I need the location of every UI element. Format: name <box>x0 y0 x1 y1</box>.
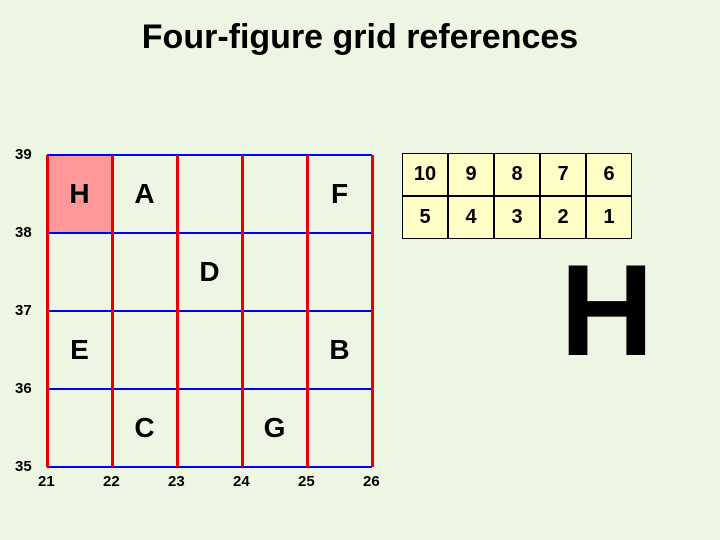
x-axis-label: 25 <box>298 473 315 490</box>
matrix-cell: 7 <box>540 153 586 196</box>
grid-horizontal-line <box>47 466 372 468</box>
grid-cell-letter: B <box>307 311 372 389</box>
y-axis-label: 39 <box>15 146 32 163</box>
matrix-cell: 9 <box>448 153 494 196</box>
matrix-cell: 10 <box>402 153 448 196</box>
y-axis-label: 37 <box>15 302 32 319</box>
y-axis-label: 36 <box>15 380 32 397</box>
x-axis-label: 21 <box>38 473 55 490</box>
matrix-cell: 8 <box>494 153 540 196</box>
grid-cell-letter: C <box>112 389 177 467</box>
x-axis-label: 23 <box>168 473 185 490</box>
y-axis-label: 35 <box>15 458 32 475</box>
y-axis-label: 38 <box>15 224 32 241</box>
matrix-cell: 2 <box>540 196 586 239</box>
matrix-cell: 3 <box>494 196 540 239</box>
matrix-cell: 1 <box>586 196 632 239</box>
grid-cell-letter: E <box>47 311 112 389</box>
x-axis-label: 26 <box>363 473 380 490</box>
grid-cell-letter: G <box>242 389 307 467</box>
x-axis-label: 24 <box>233 473 250 490</box>
matrix-cell: 4 <box>448 196 494 239</box>
matrix-cell: 5 <box>402 196 448 239</box>
grid-cell-letter: H <box>47 155 112 233</box>
grid-cell-letter: D <box>177 233 242 311</box>
big-letter-h: H <box>560 235 654 385</box>
grid-cell-letter: F <box>307 155 372 233</box>
grid-cell-letter: A <box>112 155 177 233</box>
page-title: Four-figure grid references <box>0 18 720 57</box>
x-axis-label: 22 <box>103 473 120 490</box>
matrix-cell: 6 <box>586 153 632 196</box>
